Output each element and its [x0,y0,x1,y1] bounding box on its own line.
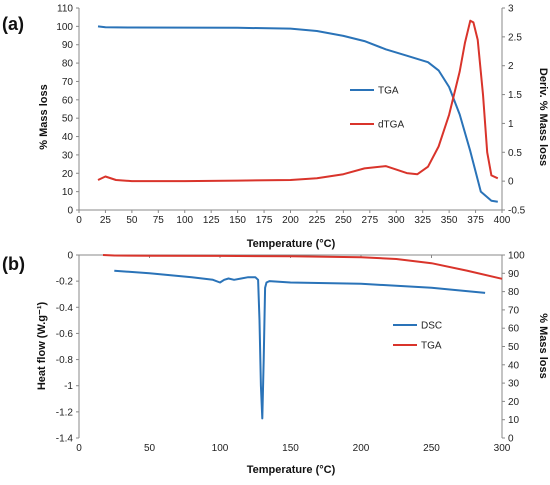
x-tick-label: 100 [212,443,229,454]
panel-a-right-y-axis-title: Deriv. % Mass loss [537,68,549,166]
x-tick-label: 375 [467,215,484,226]
x-tick-label: 350 [441,215,458,226]
x-tick-label: 150 [229,215,246,226]
panel-a-x-axis-title: Temperature (°C) [247,238,336,250]
panel-a-left-y-ticks: 0 10 20 30 40 50 60 70 80 90 100 110 [56,4,79,217]
x-tick-label: 325 [414,215,431,226]
x-tick-label: 0 [76,215,82,226]
x-tick-label: 75 [153,215,165,226]
x-tick-label: 150 [282,443,299,454]
x-tick-label: 250 [335,215,352,226]
x-tick-label: 300 [494,443,511,454]
panel-b-right-y-ticks: 0 10 20 30 40 50 60 70 80 90 100 [502,251,525,445]
panel-a-series [97,19,499,203]
x-tick-label: 0 [76,443,82,454]
right-y-tick-label: 1.5 [508,90,522,101]
right-y-tick-label: -0.5 [508,206,526,217]
x-tick-label: 200 [282,215,299,226]
left-y-tick-label: -0.4 [56,303,74,314]
legend-label-dsc: DSC [421,321,442,332]
left-y-tick-label: -1.4 [56,434,74,445]
panel-b-legend: DSC TGA [393,321,442,352]
left-y-tick-label: 110 [57,4,73,15]
x-tick-label: 175 [256,215,273,226]
right-y-tick-label: 80 [508,287,520,298]
left-y-tick-label: 40 [62,132,74,143]
panel-a-label: (a) [2,14,24,34]
left-y-tick-label: 80 [62,59,74,70]
right-y-tick-label: 20 [508,397,520,408]
x-tick-label: 400 [494,215,511,226]
panel-b-right-y-axis-title: % Mass loss [537,313,549,378]
series-line-dsc [114,269,486,420]
x-tick-label: 300 [388,215,405,226]
left-y-tick-label: 10 [62,187,74,198]
panel-b-series [102,254,503,420]
panel-a-right-y-ticks: -0.5 0 0.5 1 1.5 2 2.5 3 [502,4,526,217]
panel-a-x-ticks: 0 25 50 75 100 125 150 175 200 225 250 275 300 325 350… [76,210,511,226]
series-line-dtga [97,19,499,183]
right-y-tick-label: 0 [508,177,514,188]
left-y-tick-label: 0 [67,251,73,262]
left-y-tick-label: 100 [56,22,73,33]
panel-b-x-axis-title: Temperature (°C) [247,464,336,476]
panel-a-chart: (a) 0 25 50 75 100 125 150 175 200 225 250 275 300 32… [2,4,549,251]
x-tick-label: 225 [309,215,326,226]
x-tick-label: 100 [176,215,193,226]
series-line-tga [102,254,503,280]
right-y-tick-label: 70 [508,305,520,316]
panel-b-x-ticks: 0 50 100 150 200 250 300 [76,255,511,454]
x-tick-label: 200 [353,443,370,454]
right-y-tick-label: 0 [508,434,514,445]
panel-b-chart: (b) 0 50 100 150 200 250 300 0-0.2-0.4-0.6-0.8… [2,251,549,477]
left-y-tick-label: -0.6 [56,329,74,340]
left-y-tick-label: -1 [64,381,73,392]
x-tick-label: 25 [100,215,112,226]
right-y-tick-label: 1 [508,119,514,130]
panel-a-legend: TGA dTGA [350,86,404,131]
right-y-tick-label: 0.5 [508,148,522,159]
x-tick-label: 250 [423,443,440,454]
x-tick-label: 50 [126,215,138,226]
panel-b-left-y-axis-title: Heat flow (W.g⁻¹) [36,302,48,391]
right-y-tick-label: 2.5 [508,32,522,43]
legend-label-tga: TGA [378,86,399,97]
left-y-tick-label: 50 [62,114,74,125]
legend-label-dtga: dTGA [378,120,404,131]
panel-b-label: (b) [2,254,25,274]
panel-b-left-y-ticks: 0 -0.2 -0.4 -0.6 -0.8 -1 -1.2 -1.4 [56,251,79,445]
right-y-tick-label: 30 [508,379,520,390]
right-y-tick-label: 60 [508,324,520,335]
right-y-tick-label: 3 [508,4,514,15]
legend-label-tga: TGA [421,341,442,352]
series-line-tga [97,25,498,203]
panel-a-left-y-axis-title: % Mass loss [38,84,50,149]
x-tick-label: 125 [203,215,220,226]
right-y-tick-label: 40 [508,360,520,371]
left-y-tick-label: 0 [67,206,73,217]
left-y-tick-label: -0.2 [56,277,74,288]
left-y-tick-label: 70 [62,77,74,88]
x-tick-label: 275 [361,215,378,226]
right-y-tick-label: 10 [508,415,520,426]
right-y-tick-label: 100 [508,251,525,262]
left-y-tick-label: -1.2 [56,407,74,418]
left-y-tick-label: 20 [62,169,74,180]
right-y-tick-label: 2 [508,61,514,72]
right-y-tick-label: 90 [508,269,520,280]
left-y-tick-label: 30 [62,150,74,161]
right-y-tick-label: 50 [508,342,520,353]
left-y-tick-label: 60 [62,95,74,106]
x-tick-label: 50 [144,443,156,454]
left-y-tick-label: 90 [62,40,74,51]
left-y-tick-label: -0.8 [56,355,74,366]
